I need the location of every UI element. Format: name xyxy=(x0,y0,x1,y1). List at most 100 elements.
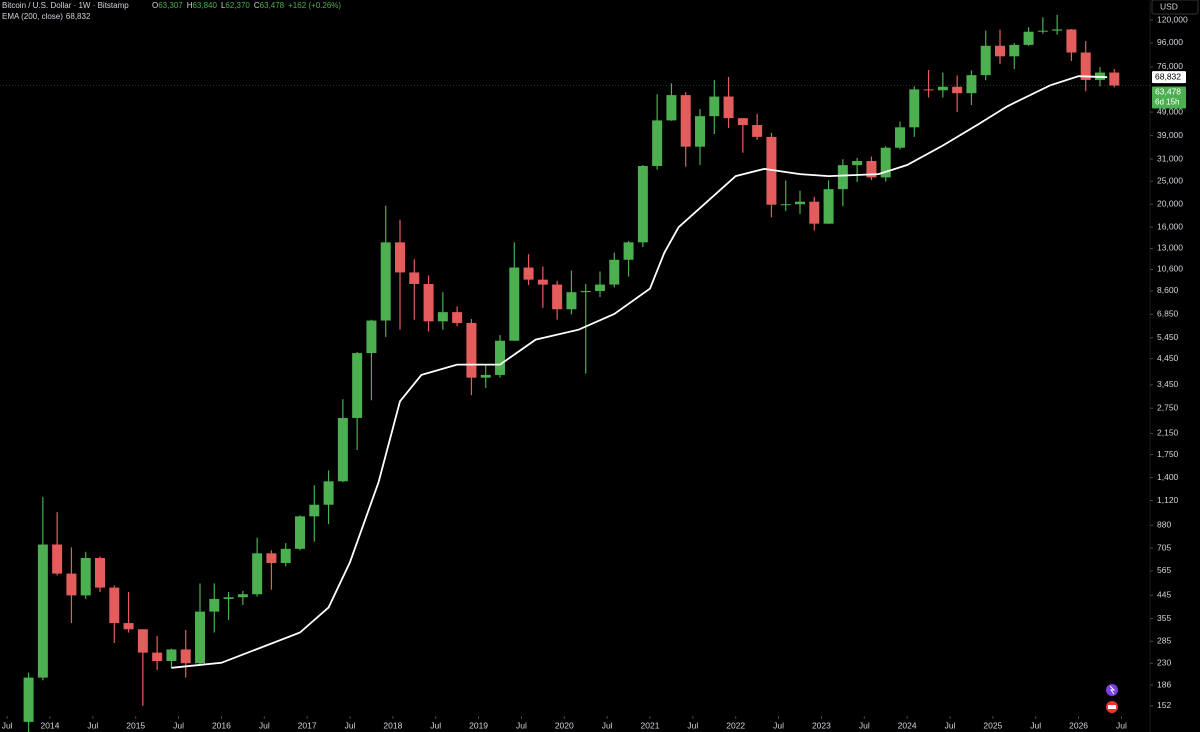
y-tick-label: 230 xyxy=(1157,657,1171,667)
ohlc-key: C xyxy=(254,1,260,10)
indicator-legend: EMA (200, close) 68,832 xyxy=(2,12,91,21)
ema-price-tag-label: 68,832 xyxy=(1155,71,1181,81)
candle-body xyxy=(466,322,477,378)
candle-body xyxy=(837,165,848,190)
y-tick-label: 96,000 xyxy=(1157,37,1183,47)
candle-body xyxy=(380,242,391,321)
x-tick-label: 2018 xyxy=(383,720,402,730)
last-price-tag xyxy=(1152,86,1186,109)
x-tick-label: 2021 xyxy=(641,720,660,730)
candle-body xyxy=(209,598,220,612)
x-tick-label: Jul xyxy=(945,720,956,730)
y-tick-label: 8,600 xyxy=(1157,285,1179,295)
candle-body xyxy=(580,290,591,293)
candle-body xyxy=(623,242,634,260)
candle-body xyxy=(1052,29,1063,31)
candle-body xyxy=(195,611,205,664)
x-tick-label: Jul xyxy=(516,720,527,730)
y-tick-label: 16,000 xyxy=(1157,221,1183,231)
x-tick-label: Jul xyxy=(1030,720,1041,730)
candle-body xyxy=(166,649,177,662)
candle-body xyxy=(523,267,534,280)
candle-body xyxy=(566,292,577,310)
candle-body xyxy=(437,312,448,322)
last-price-tag-label: 63,478 xyxy=(1155,87,1181,97)
x-tick-label: 2026 xyxy=(1069,720,1088,730)
candle-body xyxy=(1023,31,1034,45)
flag-icon-glyph xyxy=(1108,705,1116,709)
y-tick-label: 39,000 xyxy=(1157,130,1183,140)
y-tick-label: 445 xyxy=(1157,590,1171,600)
candle-body xyxy=(809,201,820,224)
ohlc-value: 63,307 xyxy=(158,1,183,10)
candle-body xyxy=(980,45,991,76)
ema-price-tag xyxy=(1152,71,1186,84)
x-tick-label: Jul xyxy=(259,720,270,730)
candle-body xyxy=(866,160,877,178)
candle-body xyxy=(366,320,377,354)
candle-body xyxy=(480,374,491,378)
y-tick-label: 120,000 xyxy=(1157,14,1188,24)
y-tick-label: 186 xyxy=(1157,679,1171,689)
x-tick-label: 2023 xyxy=(812,720,831,730)
candle-body xyxy=(795,201,805,205)
x-tick-label: 2016 xyxy=(212,720,231,730)
y-tick-label: 31,000 xyxy=(1157,153,1183,163)
candle-body xyxy=(323,481,334,505)
x-tick-label: Jul xyxy=(430,720,441,730)
candle-body xyxy=(95,558,105,588)
x-tick-label: Jul xyxy=(687,720,698,730)
candle-body xyxy=(595,284,605,291)
indicator-name: EMA (200, close) xyxy=(2,12,63,21)
candle-body xyxy=(152,652,163,662)
y-tick-label: 49,000 xyxy=(1157,106,1183,116)
candle-body xyxy=(709,96,720,117)
indicator-value: 68,832 xyxy=(66,12,91,21)
candle-body xyxy=(680,95,691,147)
ohlc-value: 63,478 xyxy=(260,1,285,10)
candle-body xyxy=(609,259,620,285)
candle-body xyxy=(52,544,63,574)
candle-body xyxy=(395,242,405,273)
y-tick-label: 3,450 xyxy=(1157,379,1179,389)
y-tick-label: 20,000 xyxy=(1157,198,1183,208)
x-tick-label: 2024 xyxy=(898,720,917,730)
candle-body xyxy=(509,267,520,341)
currency[interactable]: USD xyxy=(1160,1,1178,11)
x-tick-label: Jul xyxy=(602,720,613,730)
x-tick-label: Jul xyxy=(1116,720,1127,730)
candle-body xyxy=(780,204,791,206)
candle-body xyxy=(852,160,863,166)
y-tick-label: 285 xyxy=(1157,635,1171,645)
candle-body xyxy=(937,86,948,91)
x-tick-label: 2025 xyxy=(983,720,1002,730)
candle-body xyxy=(1037,30,1048,32)
candle-body xyxy=(966,75,977,94)
candle-body xyxy=(666,95,677,121)
candle-body xyxy=(409,272,420,285)
candle-body xyxy=(923,89,934,91)
candle-body xyxy=(537,279,548,285)
legend: Bitcoin / U.S. Dollar · 1W · Bitstamp O6… xyxy=(2,1,341,21)
y-tick-label: 1,400 xyxy=(1157,472,1179,482)
candle-body xyxy=(552,284,563,310)
x-tick-label: 2019 xyxy=(469,720,488,730)
y-tick-label: 13,000 xyxy=(1157,243,1183,253)
ohlc-value: 62,370 xyxy=(225,1,250,10)
y-tick-label: 880 xyxy=(1157,520,1171,530)
candle-body xyxy=(1009,44,1020,57)
ohlc-key: H xyxy=(187,1,193,10)
y-tick-label: 4,450 xyxy=(1157,353,1179,363)
y-tick-label: 5,450 xyxy=(1157,332,1179,342)
candle-body xyxy=(180,649,191,664)
candle-body xyxy=(337,417,348,482)
x-tick-label: 2017 xyxy=(298,720,317,730)
candle-body xyxy=(752,125,763,137)
bar-countdown: 6d 15h xyxy=(1155,98,1179,107)
candle-body xyxy=(295,516,305,549)
candle-body xyxy=(895,127,905,148)
currency-box[interactable] xyxy=(1151,0,1199,15)
candle-body xyxy=(37,544,48,678)
y-tick-label: 1,120 xyxy=(1157,495,1179,505)
